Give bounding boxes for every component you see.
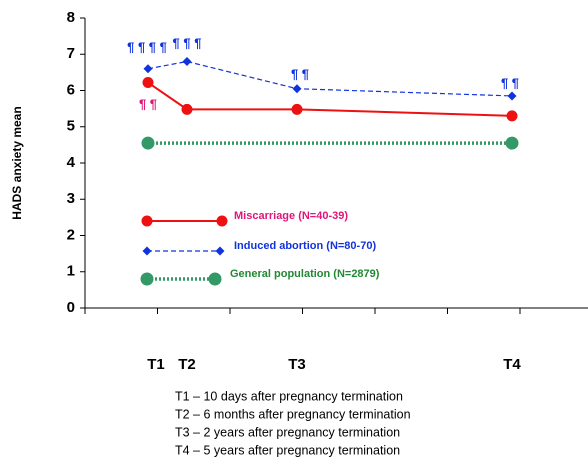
- y-axis-label: HADS anxiety mean: [10, 106, 24, 219]
- marker: [181, 103, 193, 115]
- marker: [506, 110, 518, 122]
- footnote: T3 – 2 years after pregnancy termination: [175, 425, 400, 439]
- marker: [182, 57, 192, 66]
- marker: [140, 272, 154, 286]
- marker: [292, 84, 302, 94]
- footnote: T2 – 6 months after pregnancy terminatio…: [175, 407, 411, 421]
- y-tick-label: 8: [67, 9, 75, 26]
- annotation: ¶ ¶: [291, 66, 309, 81]
- annotation: ¶ ¶ ¶: [173, 35, 202, 50]
- x-tick-label: T2: [178, 356, 196, 373]
- y-tick-label: 7: [67, 45, 75, 62]
- y-tick-label: 0: [67, 299, 75, 316]
- annotation: ¶ ¶: [139, 96, 157, 111]
- marker: [142, 77, 154, 89]
- marker: [216, 215, 228, 227]
- marker: [141, 215, 153, 227]
- legend-label: Miscarriage (N=40-39): [234, 210, 348, 222]
- footnote: T1 – 10 days after pregnancy termination: [175, 389, 403, 403]
- marker: [505, 136, 519, 150]
- x-tick-label: T1: [147, 356, 165, 373]
- y-tick-label: 6: [67, 81, 75, 98]
- annotation: ¶ ¶ ¶ ¶: [127, 39, 167, 54]
- annotation: ¶ ¶: [501, 75, 519, 90]
- y-tick-label: 1: [67, 263, 75, 280]
- x-tick-label: T3: [288, 356, 306, 373]
- marker: [208, 272, 222, 286]
- legend-label: General population (N=2879): [230, 268, 380, 280]
- series-line: [147, 60, 513, 97]
- marker: [143, 64, 153, 74]
- series-line: [147, 81, 513, 117]
- y-tick-label: 5: [67, 118, 75, 135]
- marker: [142, 246, 152, 256]
- marker: [291, 103, 303, 115]
- marker: [507, 91, 517, 101]
- y-tick-label: 4: [67, 154, 76, 171]
- footnote: T4 – 5 years after pregnancy termination: [175, 443, 400, 457]
- legend-label: Induced abortion (N=80-70): [234, 240, 376, 252]
- y-tick-label: 3: [67, 190, 75, 207]
- x-tick-label: T4: [503, 356, 521, 373]
- marker: [215, 246, 225, 256]
- y-tick-label: 2: [67, 226, 75, 243]
- marker: [141, 136, 155, 150]
